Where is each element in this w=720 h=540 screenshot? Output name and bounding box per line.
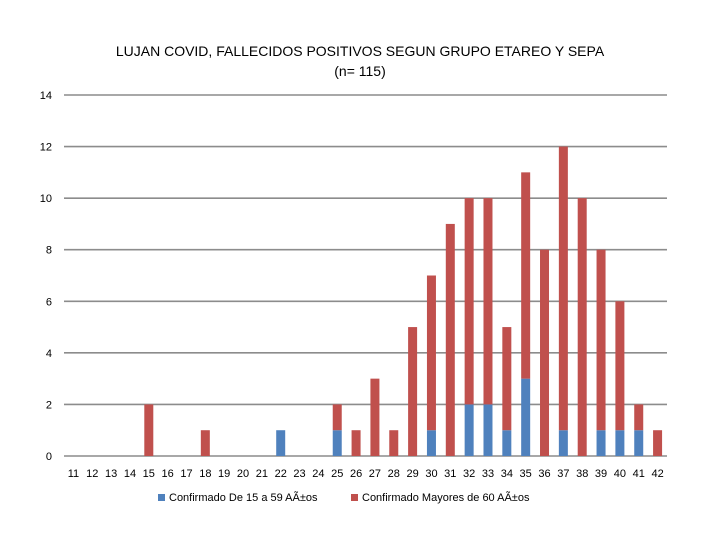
bar-15-59 [464,404,474,456]
x-tick-label: 21 [256,468,268,480]
bar-15-59 [615,430,625,456]
bar-15-59 [276,430,286,456]
bar-60-plus [502,327,512,431]
x-tick-label: 19 [218,468,230,480]
x-tick-label: 17 [180,468,192,480]
bar-60-plus [332,404,342,431]
x-tick-label: 25 [331,468,343,480]
x-tick-label: 31 [444,468,456,480]
y-tick-label: 4 [46,348,52,360]
x-tick-label: 15 [143,468,155,480]
bar-60-plus [653,430,663,456]
bar-60-plus [445,223,455,456]
x-tick-label: 28 [388,468,400,480]
bar-60-plus [615,301,625,431]
bar-60-plus [389,430,399,456]
x-tick-label: 32 [463,468,475,480]
y-tick-label: 12 [40,142,52,154]
bar-60-plus [464,198,474,405]
chart-subtitle: (n= 115) [334,63,386,79]
x-tick-label: 33 [482,468,494,480]
y-tick-label: 14 [40,90,52,102]
bar-60-plus [483,198,493,405]
y-tick-label: 10 [40,193,52,205]
x-tick-label: 26 [350,468,362,480]
x-tick-label: 35 [520,468,532,480]
x-tick-label: 40 [614,468,626,480]
x-tick-label: 39 [595,468,607,480]
bar-60-plus [634,404,644,431]
chart-title: LUJAN COVID, FALLECIDOS POSITIVOS SEGUN … [115,43,605,59]
x-tick-label: 22 [275,468,287,480]
x-tick-label: 13 [105,468,117,480]
x-tick-label: 34 [501,468,513,480]
x-tick-label: 27 [369,468,381,480]
bar-60-plus [596,249,606,431]
bar-60-plus [370,378,380,456]
y-tick-label: 6 [46,296,52,308]
x-tick-label: 42 [651,468,663,480]
x-tick-label: 11 [68,468,79,480]
x-tick-label: 36 [538,468,550,480]
legend-swatch-60-plus [351,494,358,501]
x-tick-label: 38 [576,468,588,480]
bar-15-59 [521,378,531,456]
bar-15-59 [596,430,606,456]
bar-15-59 [426,430,436,456]
legend-label-60-plus: Confirmado Mayores de 60 AÃ±os [362,491,530,504]
bar-15-59 [332,430,342,456]
x-tick-label: 14 [124,468,136,480]
y-tick-label: 0 [46,451,52,463]
x-tick-label: 20 [237,468,249,480]
y-tick-label: 2 [46,399,52,411]
bar-60-plus [558,146,568,431]
x-tick-label: 18 [199,468,211,480]
y-tick-label: 8 [46,245,52,257]
x-tick-label: 24 [312,468,324,480]
bar-15-59 [558,430,568,456]
bar-60-plus [144,404,154,456]
x-tick-label: 29 [406,468,418,480]
bar-60-plus [521,172,531,379]
bar-15-59 [483,404,493,456]
x-tick-label: 37 [557,468,569,480]
x-tick-label: 30 [425,468,437,480]
x-tick-label: 12 [86,468,98,480]
bar-60-plus [408,327,418,456]
legend-label-15-59: Confirmado De 15 a 59 AÃ±os [169,491,318,504]
x-tick-label: 23 [293,468,305,480]
bar-60-plus [200,430,210,456]
legend-swatch-15-59 [158,494,165,501]
x-tick-label: 41 [633,468,645,480]
bar-15-59 [634,430,644,456]
x-tick-label: 16 [162,468,174,480]
bar-60-plus [540,249,550,456]
bar-60-plus [351,430,361,456]
bar-60-plus [426,275,436,431]
bar-60-plus [577,198,587,456]
bar-15-59 [502,430,512,456]
